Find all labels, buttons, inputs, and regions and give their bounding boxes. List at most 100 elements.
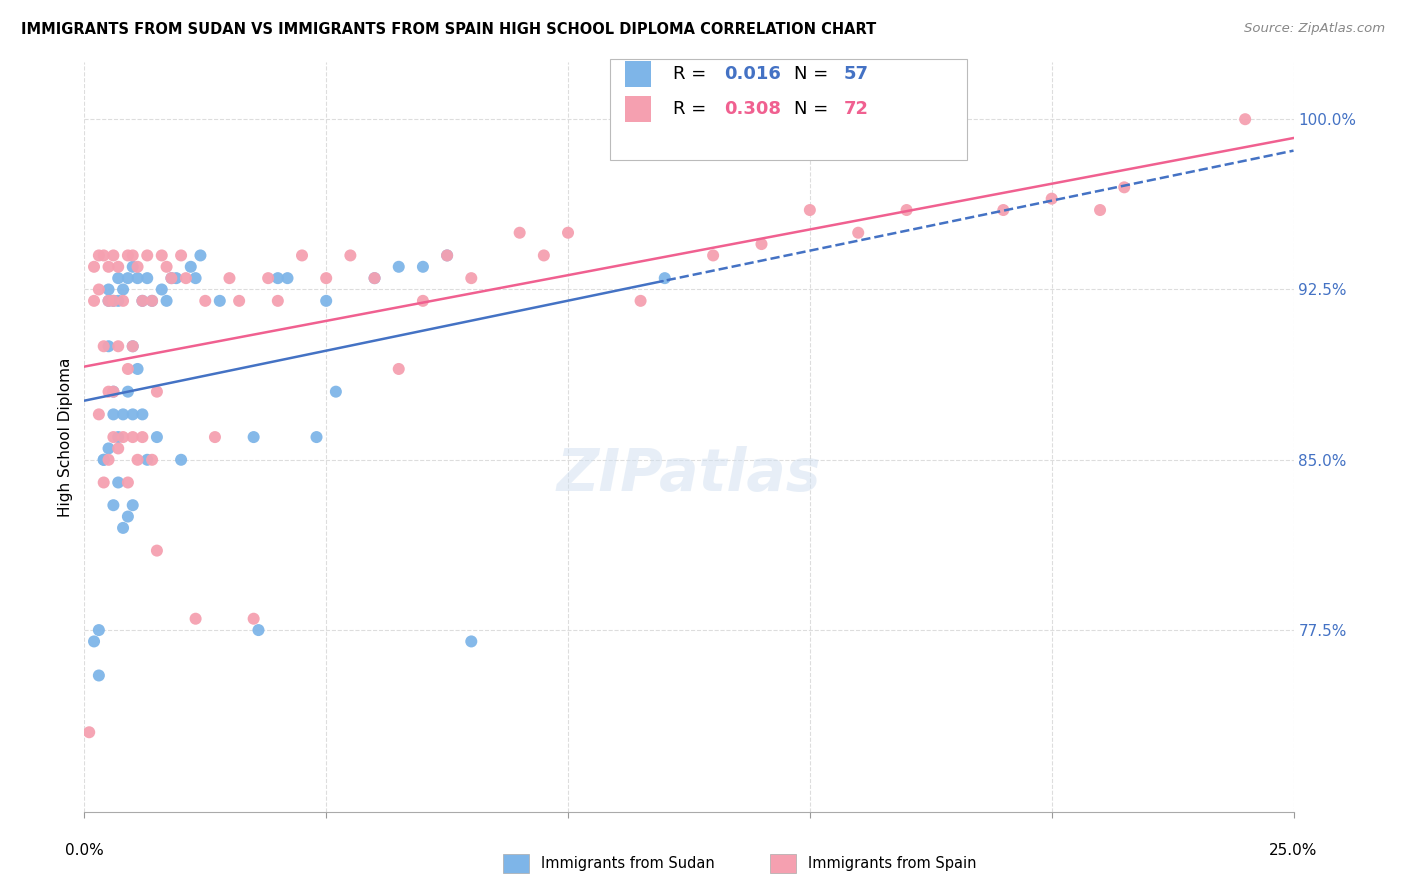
Point (1234, 112, 1257, 127)
Point (127, 452, 149, 467)
Point (557, 226, 579, 240)
Point (180, 260, 202, 274)
Text: IMMIGRANTS FROM SUDAN VS IMMIGRANTS FROM SPAIN HIGH SCHOOL DIPLOMA CORRELATION C: IMMIGRANTS FROM SUDAN VS IMMIGRANTS FROM… (21, 22, 876, 37)
Point (1040, 192, 1063, 206)
FancyBboxPatch shape (624, 96, 651, 122)
Text: R =: R = (673, 65, 713, 83)
Text: 72: 72 (844, 101, 869, 119)
Point (291, 248, 314, 262)
Point (97, 452, 120, 467)
Y-axis label: High School Diploma: High School Diploma (58, 358, 73, 516)
Point (87, 623, 110, 637)
FancyBboxPatch shape (624, 62, 651, 87)
Point (87, 248, 110, 262)
Point (121, 498, 143, 512)
Text: ZIPatlas: ZIPatlas (557, 446, 821, 503)
Point (83, 634, 105, 648)
Point (87, 408, 110, 422)
Point (131, 293, 153, 308)
Point (112, 430, 135, 444)
Point (315, 293, 337, 308)
Point (103, 430, 125, 444)
Point (160, 271, 183, 285)
Point (103, 384, 125, 399)
Text: Immigrants from Sudan: Immigrants from Sudan (541, 856, 716, 871)
Point (117, 362, 139, 376)
Point (228, 293, 250, 308)
Point (83, 293, 105, 308)
Point (363, 271, 385, 285)
Point (315, 271, 337, 285)
Point (127, 260, 149, 274)
Point (121, 430, 143, 444)
Point (97, 260, 120, 274)
Point (87, 668, 110, 682)
Point (267, 271, 290, 285)
Point (83, 260, 105, 274)
Point (107, 430, 129, 444)
Point (127, 362, 149, 376)
Point (131, 293, 153, 308)
Point (150, 283, 173, 297)
Point (155, 260, 177, 274)
Point (93, 248, 115, 262)
Point (436, 248, 458, 262)
Point (150, 248, 173, 262)
Point (533, 248, 555, 262)
FancyBboxPatch shape (503, 854, 529, 873)
Text: Source: ZipAtlas.com: Source: ZipAtlas.com (1244, 22, 1385, 36)
Point (121, 339, 143, 353)
Point (117, 509, 139, 524)
Point (136, 248, 159, 262)
Point (112, 293, 135, 308)
Point (131, 430, 153, 444)
Text: R =: R = (673, 101, 713, 119)
Point (184, 612, 207, 626)
Text: N =: N = (794, 101, 834, 119)
Point (208, 293, 231, 308)
FancyBboxPatch shape (610, 59, 967, 160)
Point (1114, 180, 1136, 194)
FancyBboxPatch shape (770, 854, 796, 873)
Point (97, 339, 120, 353)
Point (112, 521, 135, 535)
Point (117, 248, 139, 262)
Point (107, 442, 129, 456)
Point (141, 293, 163, 308)
Point (242, 430, 264, 444)
Text: 0.0%: 0.0% (65, 843, 104, 858)
Point (103, 293, 125, 308)
Point (896, 202, 918, 217)
Point (103, 248, 125, 262)
Point (107, 260, 129, 274)
Point (87, 283, 110, 297)
Point (146, 384, 169, 399)
Point (846, 226, 869, 240)
Point (77, 725, 100, 739)
Point (107, 271, 129, 285)
Point (103, 408, 125, 422)
Point (257, 271, 280, 285)
Point (1088, 202, 1111, 217)
Point (155, 293, 177, 308)
Point (93, 339, 115, 353)
Point (112, 283, 135, 297)
Point (97, 293, 120, 308)
Point (97, 384, 120, 399)
Point (141, 293, 163, 308)
Point (121, 248, 143, 262)
Point (97, 293, 120, 308)
Point (204, 430, 226, 444)
Point (117, 384, 139, 399)
Point (184, 271, 207, 285)
Point (654, 271, 676, 285)
Point (127, 271, 149, 285)
Point (305, 430, 328, 444)
Point (194, 293, 217, 308)
Point (460, 271, 482, 285)
Point (170, 248, 193, 262)
Point (325, 384, 347, 399)
Point (174, 271, 197, 285)
Point (136, 452, 159, 467)
Point (218, 271, 240, 285)
